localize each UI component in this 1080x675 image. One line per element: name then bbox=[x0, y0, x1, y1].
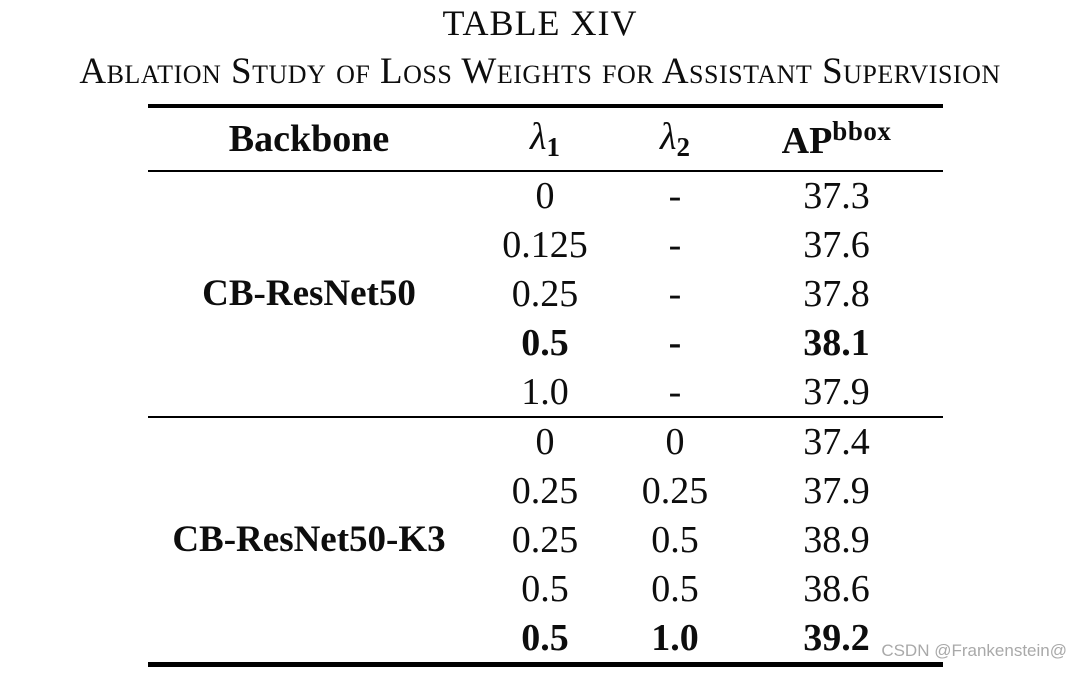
lambda1-cell: 0.25 bbox=[511, 470, 579, 513]
lambda2-symbol: λ bbox=[660, 115, 677, 158]
csdn-watermark: CSDN @Frankenstein@ bbox=[881, 641, 1067, 660]
lambda2-cell: 1.0 bbox=[651, 616, 699, 659]
lambda1-cell: 1.0 bbox=[521, 370, 569, 413]
ap-cell: 37.9 bbox=[803, 470, 870, 513]
lambda2-cell: 0.25 bbox=[641, 470, 709, 513]
lambda1-cell: 0 bbox=[535, 175, 555, 218]
lambda2-cell: 0.5 bbox=[651, 518, 699, 561]
lambda1-subscript: 1 bbox=[546, 131, 560, 162]
ap-cell: 38.6 bbox=[803, 567, 870, 610]
ap-superscript: bbox bbox=[832, 116, 892, 146]
lambda2-cell: - bbox=[668, 224, 682, 267]
table-group-cb-resnet50: CB-ResNet50 0 - 37.3 0.125 - 37.6 0.25 - 37.8 0.5… bbox=[148, 172, 943, 416]
ap-symbol: AP bbox=[781, 120, 833, 162]
header-lambda2: λ2 bbox=[620, 118, 730, 161]
lambda2-cell: - bbox=[668, 175, 682, 218]
lambda2-cell: - bbox=[668, 272, 682, 315]
lambda1-cell: 0.25 bbox=[511, 272, 579, 315]
ap-cell: 37.9 bbox=[803, 370, 870, 413]
ap-cell: 38.9 bbox=[803, 518, 870, 561]
lambda2-subscript: 2 bbox=[676, 131, 690, 162]
ap-cell: 39.2 bbox=[803, 616, 870, 659]
header-lambda1: λ1 bbox=[470, 118, 620, 161]
lambda1-cell: 0 bbox=[535, 421, 555, 464]
lambda1-symbol: λ bbox=[530, 115, 547, 158]
lambda1-cell: 0.5 bbox=[521, 616, 569, 659]
lambda1-cell: 0.25 bbox=[511, 518, 579, 561]
lambda2-cell: 0.5 bbox=[651, 567, 699, 610]
table-number-title: TABLE XIV bbox=[442, 3, 638, 43]
ap-cell: 38.1 bbox=[803, 321, 870, 364]
ablation-table: Backbone λ1 λ2 APbbox CB-ResNet50 0-37.3… bbox=[148, 104, 943, 667]
backbone-cell: CB-ResNet50 bbox=[202, 273, 416, 315]
lambda1-cell: 0.5 bbox=[521, 321, 569, 364]
lambda1-cell: 0.5 bbox=[521, 567, 569, 610]
backbone-cell: CB-ResNet50-K3 bbox=[172, 519, 446, 561]
lambda1-cell: 0.125 bbox=[502, 224, 588, 267]
lambda2-cell: - bbox=[668, 321, 682, 364]
ap-cell: 37.4 bbox=[803, 421, 870, 464]
header-ap-bbox: APbbox bbox=[730, 116, 943, 162]
ap-cell: 37.8 bbox=[803, 272, 870, 315]
lambda2-cell: - bbox=[668, 370, 682, 413]
table-header-row: Backbone λ1 λ2 APbbox bbox=[148, 108, 943, 172]
header-backbone: Backbone bbox=[228, 118, 390, 160]
ap-cell: 37.6 bbox=[803, 224, 870, 267]
lambda2-cell: 0 bbox=[665, 421, 685, 464]
table-group-cb-resnet50-k3: CB-ResNet50-K3 0 0 37.4 0.25 0.25 37.9 0.25 0.5… bbox=[148, 415, 943, 662]
table-caption: Ablation Study of Loss Weights for Assis… bbox=[79, 51, 1001, 92]
ap-cell: 37.3 bbox=[803, 175, 870, 218]
